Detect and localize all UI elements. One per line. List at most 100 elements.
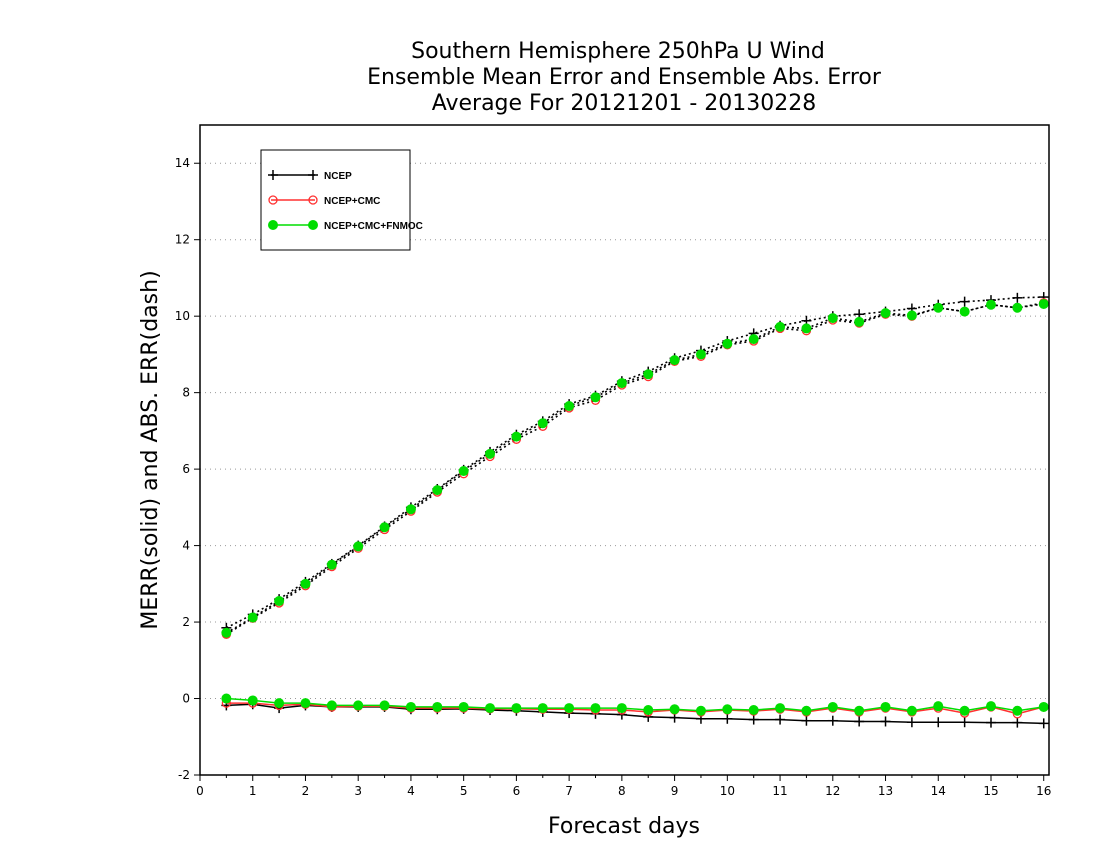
chart-title: Southern Hemisphere 250hPa U Wind Ensemb… [367, 39, 882, 116]
y-tick-label: 2 [182, 615, 190, 629]
x-tick-label: 3 [354, 784, 362, 798]
legend-label: NCEP+CMC+FNMOC [324, 221, 423, 232]
data-point [985, 717, 996, 728]
x-tick-label: 6 [513, 784, 521, 798]
legend-entry: NCEP [268, 170, 352, 182]
data-point [1012, 302, 1023, 313]
data-point [827, 701, 838, 712]
x-tick-label: 4 [407, 784, 415, 798]
x-tick-label: 15 [983, 784, 998, 798]
x-tick-label: 5 [460, 784, 468, 798]
x-tick-label: 2 [302, 784, 310, 798]
y-tick-label: 0 [182, 692, 190, 706]
data-point [326, 700, 337, 711]
data-point [268, 220, 278, 230]
data-point [775, 714, 786, 725]
data-point [221, 693, 232, 704]
x-tick-label: 12 [825, 784, 840, 798]
data-point [274, 596, 285, 607]
y-tick-label: -2 [178, 768, 190, 782]
data-point [308, 170, 318, 180]
data-point [511, 431, 522, 442]
data-point [695, 705, 706, 716]
data-point [748, 705, 759, 715]
data-point [906, 705, 917, 716]
series-line [226, 296, 1044, 629]
data-point [933, 701, 944, 712]
series-line [225, 303, 1044, 634]
data-point [274, 698, 285, 709]
data-point [353, 541, 364, 552]
legend-label: NCEP [324, 171, 352, 182]
data-point [537, 418, 548, 429]
data-point [268, 195, 278, 205]
data-point [906, 310, 917, 321]
data-point [432, 701, 443, 712]
data-point [1038, 701, 1049, 712]
data-point [643, 369, 654, 380]
x-tick-label: 1 [249, 784, 257, 798]
x-tick-label: 11 [772, 784, 787, 798]
data-point [669, 355, 680, 366]
series-ncep-abserr [221, 292, 1049, 633]
data-point [458, 466, 469, 477]
data-point [722, 713, 733, 724]
series-ncep-cmc-fnmoc-merr [221, 693, 1049, 716]
legend-entry: NCEP+CMC [268, 195, 380, 207]
data-point [722, 338, 733, 349]
legend-entry: NCEP+CMC+FNMOC [268, 220, 423, 232]
data-point [801, 715, 812, 726]
data-point [1038, 718, 1049, 729]
data-point [326, 559, 337, 570]
data-point [985, 701, 996, 712]
y-tick-label: 10 [175, 309, 190, 323]
x-tick-label: 9 [671, 784, 679, 798]
data-point [880, 716, 891, 727]
data-point [959, 717, 970, 728]
x-tick-label: 14 [931, 784, 946, 798]
y-tick-label: 4 [182, 539, 190, 553]
chart-title-line-1: Southern Hemisphere 250hPa U Wind [411, 39, 825, 64]
x-tick-label: 0 [196, 784, 204, 798]
data-point [695, 349, 706, 360]
data-point [748, 714, 759, 725]
chart-title-line-2: Ensemble Mean Error and Ensemble Abs. Er… [367, 65, 882, 90]
data-point [247, 695, 258, 706]
x-tick-label: 16 [1036, 784, 1051, 798]
legend-label: NCEP+CMC [324, 196, 380, 207]
data-point [590, 703, 601, 714]
data-point [537, 703, 548, 714]
data-point [405, 504, 416, 515]
data-point [801, 705, 812, 716]
data-point [485, 703, 496, 714]
data-point [300, 698, 311, 709]
plot-frame [199, 124, 1050, 776]
series-line [225, 302, 1044, 635]
data-point [308, 220, 318, 230]
x-tick-label: 10 [720, 784, 735, 798]
y-axis-label: MERR(solid) and ABS. ERR(dash) [138, 270, 163, 629]
data-point [458, 701, 469, 712]
data-point [405, 701, 416, 712]
data-point [1012, 705, 1023, 716]
data-point [722, 704, 733, 715]
data-point [880, 308, 891, 319]
data-point [485, 448, 496, 459]
data-point [1038, 298, 1049, 309]
data-point [959, 705, 970, 716]
data-point [985, 299, 996, 310]
data-point [854, 716, 865, 727]
data-point [854, 316, 865, 327]
y-tick-label: 12 [175, 233, 190, 247]
data-point [959, 306, 970, 317]
series-ncep-cmc-abserr [221, 298, 1049, 639]
data-point [564, 703, 575, 714]
y-tick-label: 6 [182, 462, 190, 476]
data-point [959, 296, 970, 307]
data-point [300, 578, 311, 589]
data-point [308, 195, 318, 205]
data-point [801, 323, 812, 334]
data-point [933, 302, 944, 313]
